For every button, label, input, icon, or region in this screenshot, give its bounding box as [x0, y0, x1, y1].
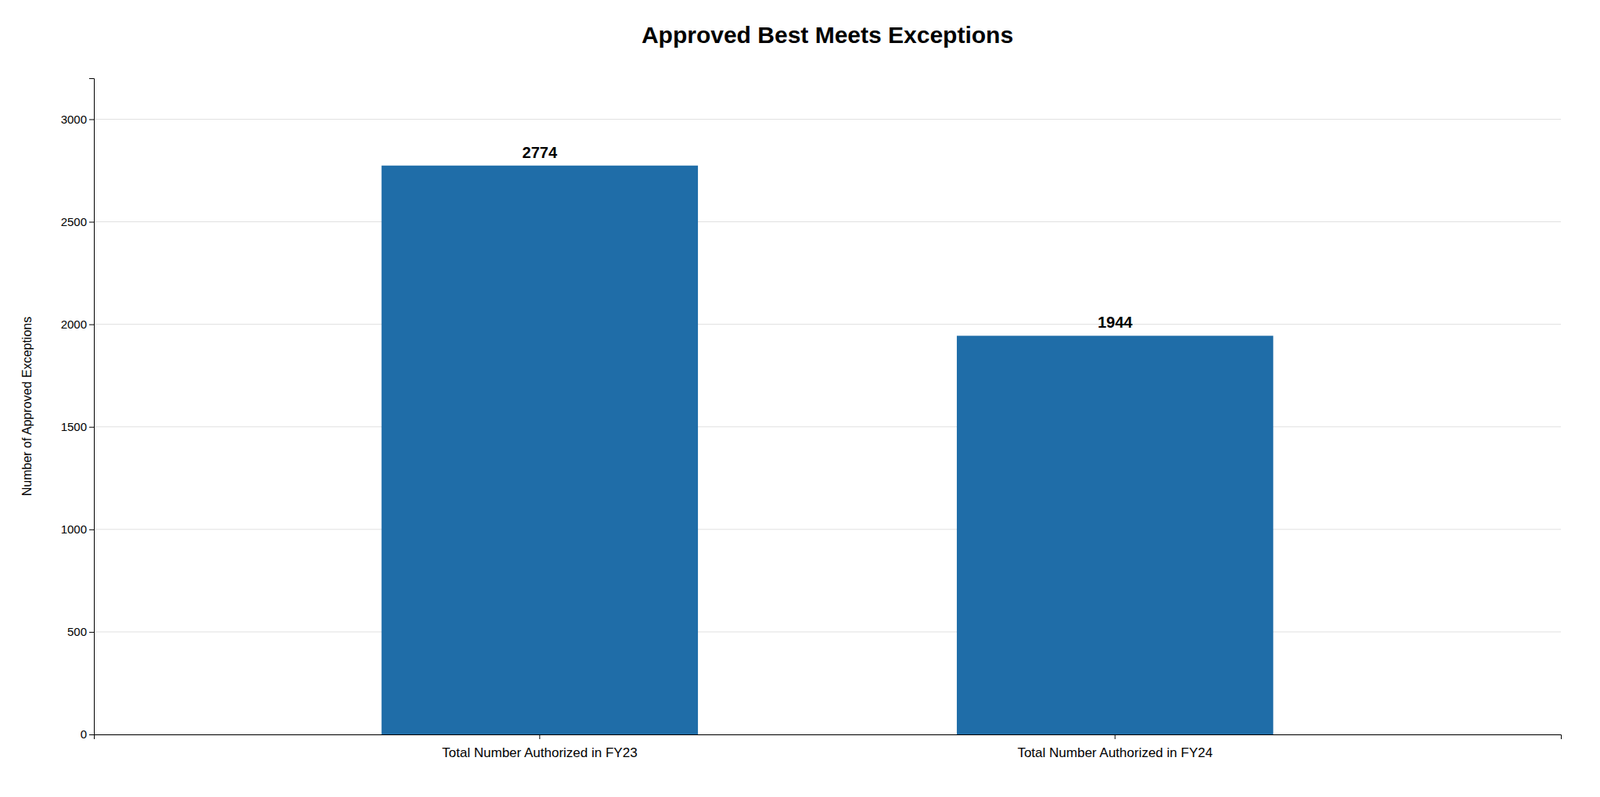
- y-tick: 0: [80, 727, 94, 741]
- y-tick-label: 2500: [61, 215, 87, 229]
- y-tick-mark: [89, 632, 94, 633]
- x-tick-label: Total Number Authorized in FY24: [1017, 745, 1212, 761]
- y-tick: 2500: [61, 215, 94, 229]
- y-tick: 2000: [61, 317, 94, 331]
- y-tick-label: 3000: [61, 112, 87, 126]
- bar: [956, 335, 1273, 735]
- y-tick-label: 1500: [61, 420, 87, 434]
- y-tick-mark: [89, 324, 94, 326]
- grid-line: [93, 118, 1561, 120]
- chart-svg: 0 500 1000 1500 2000 2500 3000 Total Number Aut…: [0, 0, 1600, 797]
- y-axis-line: [89, 79, 95, 736]
- y-tick: 1500: [61, 420, 94, 434]
- y-tick-label: 500: [67, 625, 87, 639]
- y-tick: 3000: [61, 112, 94, 126]
- grid-line: [93, 426, 1561, 428]
- bars: [381, 165, 1274, 735]
- data-labels: 2774 1944: [522, 143, 1134, 332]
- x-tick: Total Number Authorized in FY24: [1017, 734, 1212, 761]
- y-tick-label: 0: [80, 727, 87, 741]
- grid-line: [93, 323, 1561, 325]
- y-tick-label: 1000: [61, 522, 87, 536]
- grid-line: [93, 221, 1561, 223]
- y-tick: 500: [67, 625, 94, 639]
- grid-line: [93, 631, 1561, 633]
- y-tick-mark: [89, 427, 94, 428]
- y-axis: 0 500 1000 1500 2000 2500 3000: [61, 79, 95, 742]
- grid-line: [93, 528, 1561, 530]
- plot: 0 500 1000 1500 2000 2500 3000 Total Number Aut…: [61, 79, 1562, 762]
- data-label: 1944: [1097, 313, 1133, 331]
- y-tick-mark: [89, 734, 94, 736]
- x-tick: Total Number Authorized in FY23: [442, 734, 637, 761]
- chart-container: 0 500 1000 1500 2000 2500 3000 Total Number Aut…: [0, 0, 1600, 797]
- y-tick-mark: [89, 529, 94, 531]
- bar: [381, 165, 698, 735]
- x-axis: Total Number Authorized in FY23 Total Num…: [94, 734, 1562, 761]
- y-tick-mark: [89, 118, 94, 120]
- x-tick-label: Total Number Authorized in FY23: [442, 745, 637, 761]
- y-tick-mark: [89, 222, 94, 223]
- grid: [93, 118, 1561, 735]
- y-axis-title: Number of Approved Exceptions: [20, 316, 34, 497]
- x-tick-mark: [539, 734, 540, 740]
- y-tick: 1000: [61, 522, 94, 536]
- chart-title: Approved Best Meets Exceptions: [641, 21, 1014, 48]
- y-tick-label: 2000: [61, 317, 87, 331]
- x-tick-mark: [1114, 734, 1116, 740]
- x-axis-line: [94, 735, 1562, 741]
- data-label: 2774: [522, 143, 558, 162]
